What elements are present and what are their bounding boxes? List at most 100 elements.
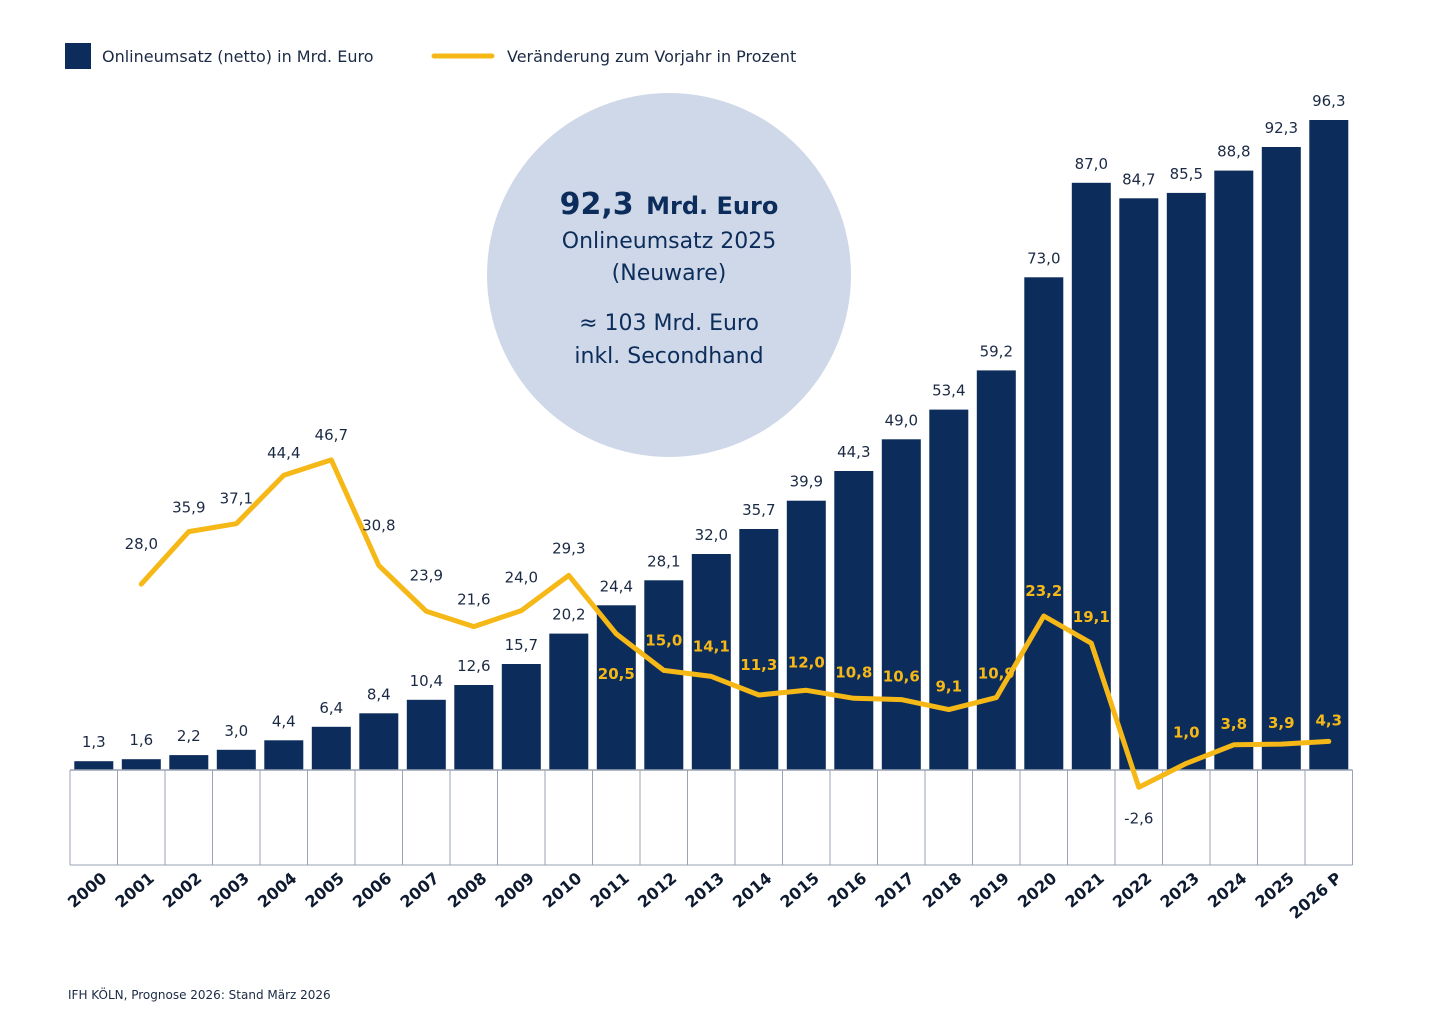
bar-2014 bbox=[739, 529, 779, 770]
bar-2026-p bbox=[1309, 120, 1349, 770]
change-value-label: 14,1 bbox=[693, 637, 730, 655]
x-tick-label: 2009 bbox=[491, 869, 537, 912]
change-value-label: 20,5 bbox=[598, 665, 635, 683]
bar-value-label: 39,9 bbox=[790, 473, 823, 491]
bar-value-label: 35,7 bbox=[742, 501, 775, 519]
x-tick-label: 2002 bbox=[159, 869, 205, 912]
bar-2002 bbox=[169, 755, 209, 770]
bar-value-label: 6,4 bbox=[319, 699, 343, 717]
x-tick-label: 2010 bbox=[539, 869, 585, 912]
change-value-label: 9,1 bbox=[936, 678, 963, 696]
change-point bbox=[994, 696, 998, 700]
change-point bbox=[757, 693, 761, 697]
bar-2022 bbox=[1119, 198, 1159, 771]
change-value-label: 19,1 bbox=[1073, 608, 1110, 626]
change-point bbox=[519, 609, 523, 613]
highlight-line2: (Neuware) bbox=[612, 261, 727, 286]
bar-value-label: 96,3 bbox=[1312, 92, 1345, 110]
change-point bbox=[282, 473, 286, 477]
change-point bbox=[1137, 785, 1141, 789]
bar-2017 bbox=[881, 439, 921, 771]
change-line-layer bbox=[138, 457, 1332, 790]
change-value-label: 29,3 bbox=[552, 539, 585, 557]
x-tick-label: 2020 bbox=[1014, 869, 1060, 912]
change-value-label: 10,9 bbox=[978, 665, 1015, 683]
x-tick-label: 2004 bbox=[254, 869, 300, 912]
x-tick-label: 2021 bbox=[1061, 869, 1107, 912]
bar-2024 bbox=[1214, 170, 1254, 771]
change-value-label: 3,8 bbox=[1221, 715, 1248, 733]
bar-value-label: 85,5 bbox=[1170, 165, 1203, 183]
change-value-label: 35,9 bbox=[172, 499, 205, 517]
x-tick-label: 2026 P bbox=[1286, 868, 1346, 922]
bar-2007 bbox=[406, 699, 446, 770]
change-point bbox=[377, 564, 381, 567]
bar-2016 bbox=[834, 471, 874, 770]
bar-2012 bbox=[644, 580, 684, 770]
x-tick-label: 2006 bbox=[349, 869, 395, 912]
change-value-label: 15,0 bbox=[645, 631, 682, 649]
bar-2023 bbox=[1166, 192, 1206, 770]
x-tick-label: 2024 bbox=[1204, 869, 1250, 912]
bar-value-label: 15,7 bbox=[505, 636, 538, 654]
bar-2003 bbox=[216, 749, 256, 771]
change-value-label: -2,6 bbox=[1124, 809, 1153, 827]
x-tick-label: 2007 bbox=[396, 869, 442, 912]
change-value-label: 10,8 bbox=[835, 663, 872, 681]
bar-value-label: 87,0 bbox=[1075, 155, 1108, 173]
change-value-label: 4,3 bbox=[1316, 711, 1343, 729]
bar-value-label: 73,0 bbox=[1027, 249, 1060, 267]
bar-2021 bbox=[1071, 182, 1111, 771]
bar-2015 bbox=[786, 500, 826, 770]
change-point bbox=[1232, 743, 1236, 747]
bar-value-label: 32,0 bbox=[695, 526, 728, 544]
data-labels-layer: 1,3 1,6 2,2 3,0 4,4 6,4 8,4 10,4 12,6 15,7 20,2 24,… bbox=[82, 92, 1346, 827]
change-value-label: 37,1 bbox=[220, 490, 253, 508]
bar-value-label: 10,4 bbox=[410, 672, 443, 690]
highlight-line3: ≈ 103 Mrd. Euro bbox=[579, 311, 759, 336]
bar-2020 bbox=[1024, 277, 1064, 771]
bar-2013 bbox=[691, 554, 731, 770]
change-point bbox=[234, 522, 238, 526]
x-tick-label: 2017 bbox=[871, 869, 917, 912]
change-point bbox=[709, 674, 713, 678]
x-tick-label: 2014 bbox=[729, 869, 775, 912]
change-point bbox=[947, 708, 951, 712]
bar-value-label: 1,3 bbox=[82, 733, 106, 751]
legend: Onlineumsatz (netto) in Mrd. Euro Veränd… bbox=[65, 43, 796, 69]
bar-2000 bbox=[74, 761, 114, 770]
legend-bar-swatch bbox=[65, 43, 91, 69]
x-tick-label: 2000 bbox=[64, 869, 110, 912]
change-point bbox=[614, 632, 618, 636]
bar-2010 bbox=[549, 633, 589, 770]
change-value-label: 11,3 bbox=[740, 656, 777, 674]
bar-value-label: 24,4 bbox=[600, 577, 633, 595]
change-value-label: 1,0 bbox=[1173, 723, 1200, 741]
change-point bbox=[804, 688, 808, 692]
highlight-unit: Mrd. Euro bbox=[646, 192, 778, 220]
change-point bbox=[567, 573, 571, 577]
bar-2001 bbox=[121, 759, 161, 770]
x-tick-label: 2015 bbox=[776, 869, 822, 912]
bar-value-label: 53,4 bbox=[932, 382, 965, 400]
change-value-label: 30,8 bbox=[362, 517, 395, 535]
change-point bbox=[1089, 641, 1093, 645]
x-tick-label: 2012 bbox=[634, 869, 680, 912]
change-point bbox=[424, 609, 428, 613]
bar-value-label: 92,3 bbox=[1265, 119, 1298, 137]
x-tick-label: 2008 bbox=[444, 869, 490, 912]
x-tick-label: 2023 bbox=[1156, 869, 1202, 912]
change-point bbox=[472, 625, 476, 629]
change-point bbox=[139, 582, 143, 586]
change-value-label: 44,4 bbox=[267, 444, 300, 462]
bar-value-label: 8,4 bbox=[367, 685, 391, 703]
source-note: IFH KÖLN, Prognose 2026: Stand März 2026 bbox=[68, 986, 331, 1002]
bar-2025 bbox=[1261, 147, 1301, 770]
bar-value-label: 88,8 bbox=[1217, 143, 1250, 161]
highlight-value: 92,3 bbox=[560, 187, 634, 222]
bar-value-label: 12,6 bbox=[457, 657, 490, 675]
change-point bbox=[662, 668, 666, 672]
bar-value-label: 4,4 bbox=[272, 712, 296, 730]
change-point bbox=[1042, 614, 1046, 618]
